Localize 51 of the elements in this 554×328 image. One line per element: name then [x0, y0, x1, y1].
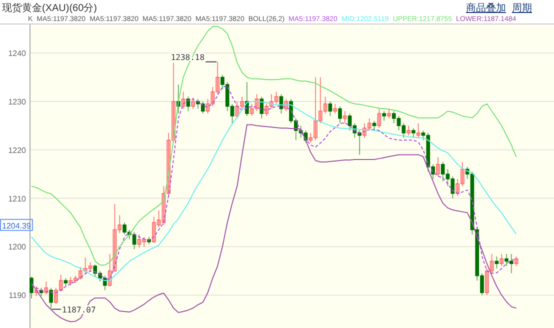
candlestick — [142, 236, 146, 248]
candlestick — [406, 125, 410, 136]
candlestick — [490, 253, 494, 274]
candlestick — [314, 76, 318, 141]
candlestick — [367, 118, 372, 131]
y-tick-label: 1230 — [8, 97, 27, 106]
y-tick-label: 1220 — [8, 146, 27, 155]
candlestick — [78, 266, 82, 280]
candlestick — [191, 97, 195, 110]
chart-title: 现货黄金(XAU)(60分) — [2, 2, 98, 14]
candlestick — [377, 108, 382, 129]
candlestick — [484, 268, 489, 296]
y-tick-label: 1210 — [8, 194, 27, 204]
candlestick — [216, 61, 220, 95]
y-tick-label: 1240 — [8, 49, 27, 58]
candlestick — [240, 96, 244, 110]
candlestick — [74, 275, 78, 284]
candlestick — [58, 274, 63, 292]
candlestick — [308, 132, 313, 144]
candlestick — [68, 276, 73, 286]
annotation: 1204.39 — [2, 221, 32, 230]
candlestick — [456, 178, 460, 196]
note: 1204.39 — [0, 218, 33, 231]
candlestick — [460, 161, 464, 187]
candlestick — [274, 91, 278, 104]
candlestick — [172, 62, 176, 144]
candlestick — [264, 103, 268, 116]
candlestick — [118, 214, 122, 234]
candlestick — [333, 103, 338, 114]
line-series — [30, 26, 517, 266]
candlestick — [387, 108, 391, 119]
candlestick — [436, 156, 440, 177]
candlestick — [83, 256, 88, 274]
candlestick — [137, 234, 142, 248]
candlestick — [318, 76, 322, 124]
candlestick — [210, 86, 215, 107]
candlestick — [323, 96, 328, 114]
candlestick — [152, 216, 156, 244]
candlestick — [88, 262, 92, 272]
y-tick-label: 1200 — [8, 242, 27, 252]
text: 商品叠加 — [466, 2, 506, 14]
y-tick-label: 1190 — [8, 291, 27, 300]
candlestick — [235, 100, 240, 119]
text: 周期 — [512, 2, 532, 14]
candlestick — [54, 287, 58, 304]
candlestick — [500, 253, 504, 267]
candlestick — [250, 103, 254, 116]
candlestick — [44, 281, 48, 295]
candlestick — [416, 122, 420, 138]
candlestick — [342, 110, 347, 124]
candlestick — [156, 210, 161, 228]
